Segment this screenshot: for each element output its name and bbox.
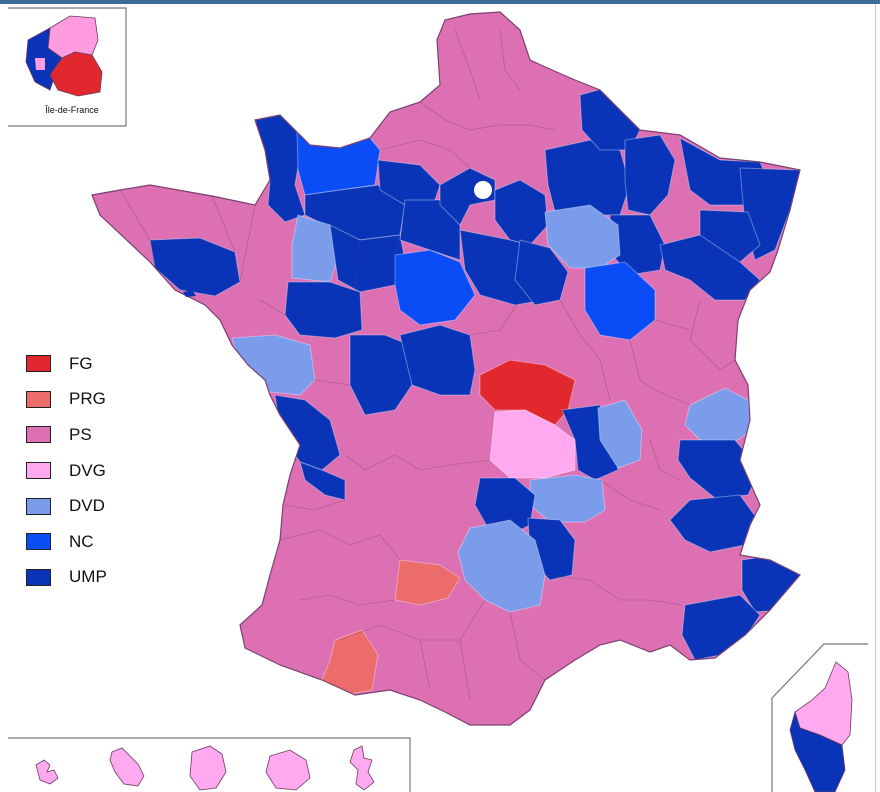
- idf-seine-st-denis: [49, 51, 103, 97]
- legend-swatch-ump: [26, 568, 51, 586]
- region-aveyron-dvd: [457, 519, 546, 613]
- top-border: [0, 0, 880, 4]
- region-saone-loire-nc: [584, 261, 656, 341]
- ile-de-france-caption: Île-de-France: [45, 105, 99, 115]
- region-maine-loire-ump: [284, 281, 363, 339]
- corsica-inset: [771, 643, 868, 792]
- legend-swatch-ps: [26, 426, 51, 444]
- overseas-inset: [8, 737, 411, 792]
- legend-swatch-fg: [26, 355, 51, 373]
- region-loiret-nc: [394, 249, 476, 326]
- legend-label-nc: NC: [69, 531, 94, 551]
- legend-label-fg: FG: [69, 353, 93, 373]
- idf-center: [35, 58, 45, 70]
- region-hautes-pyrenees-prg: [321, 629, 379, 696]
- legend-label-ump: UMP: [69, 567, 107, 587]
- region-haute-loire-dvd: [529, 474, 606, 523]
- legend-swatch-nc: [26, 533, 51, 551]
- guyane-shape: [189, 745, 227, 791]
- region-indre-loire-ump: [349, 334, 413, 416]
- region-meuse-ump: [624, 134, 676, 216]
- legend-swatch-dvg: [26, 462, 51, 480]
- legend-item-nc: NC: [26, 524, 107, 560]
- region-puy-dome-dvg: [489, 409, 576, 479]
- region-haute-savoie-dvd: [684, 387, 753, 446]
- region-cote-dor-dvd: [544, 204, 621, 269]
- paris-area: [474, 181, 492, 199]
- legend-label-dvd: DVD: [69, 496, 105, 516]
- idf-hauts-de-seine: [47, 15, 99, 59]
- legend-item-dvd: DVD: [26, 488, 107, 524]
- region-allier-fg: [479, 359, 576, 426]
- region-loire-atl-dvd: [231, 334, 316, 396]
- legend-item-dvg: DVG: [26, 453, 107, 489]
- legend-item-prg: PRG: [26, 382, 107, 418]
- legend-label-ps: PS: [69, 424, 92, 444]
- region-haute-saone-ump: [659, 234, 761, 301]
- legend-label-dvg: DVG: [69, 460, 106, 480]
- department-regions: [149, 87, 800, 696]
- legend-item-fg: FG: [26, 346, 107, 382]
- map-legend: FG PRG PS DVG DVD NC UMP: [26, 346, 107, 595]
- legend-item-ump: UMP: [26, 560, 107, 596]
- corse-du-sud-ump: [789, 710, 846, 792]
- island-belle-ile: [183, 290, 196, 297]
- region-charente-ump: [299, 461, 346, 501]
- legend-swatch-dvd: [26, 497, 51, 515]
- department-borders: [119, 29, 736, 701]
- region-rhone-dvd: [597, 399, 643, 469]
- guadeloupe-shape: [35, 759, 59, 785]
- legend-swatch-prg: [26, 390, 51, 408]
- region-calvados-nc: [296, 131, 381, 196]
- region-hautes-alpes-ump: [741, 554, 800, 613]
- reunion-shape: [265, 749, 311, 791]
- right-border: [875, 4, 876, 792]
- region-loir-cher-ump: [399, 324, 476, 396]
- region-tarn-garonne-prg: [394, 559, 461, 606]
- martinique-shape: [109, 747, 145, 787]
- region-var-ump: [681, 594, 761, 661]
- mayotte-shape: [349, 745, 375, 791]
- region-isere-ump: [669, 494, 759, 553]
- ile-de-france-inset: [8, 7, 127, 127]
- region-seine-marne-ump: [494, 179, 549, 246]
- legend-item-ps: PS: [26, 417, 107, 453]
- legend-label-prg: PRG: [69, 389, 106, 409]
- region-marne-ump: [544, 139, 631, 216]
- region-nievre-ump: [514, 239, 569, 306]
